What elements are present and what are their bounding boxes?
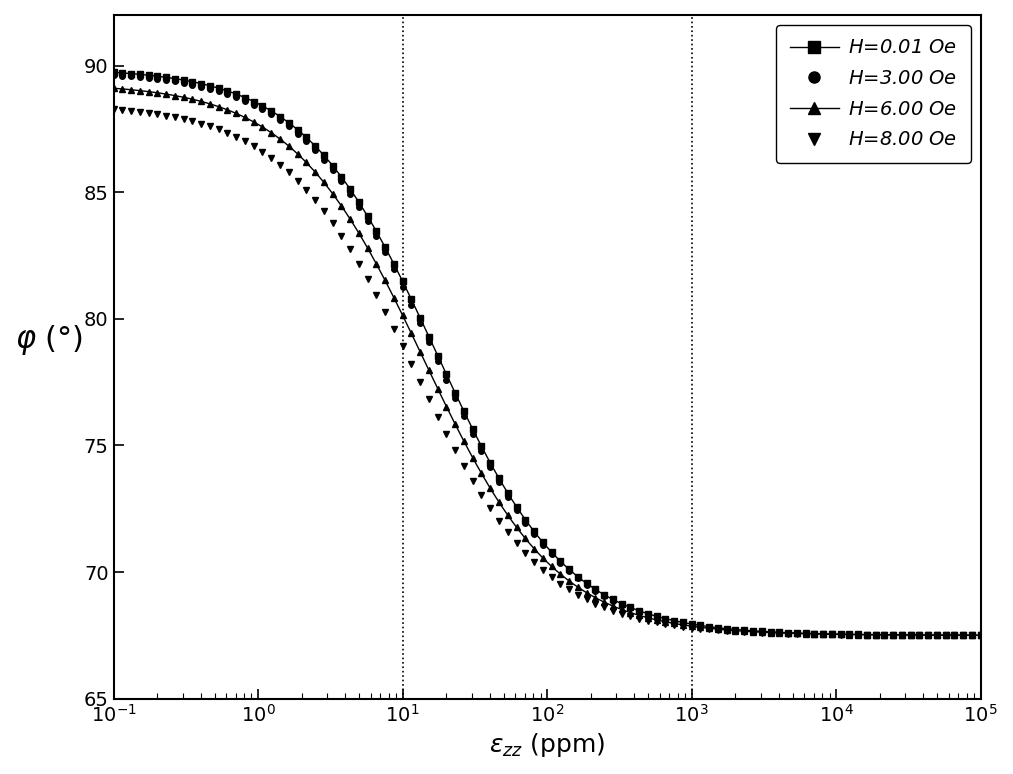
Y-axis label: $\varphi$ (°): $\varphi$ (°)	[15, 323, 83, 357]
Legend: $H$=0.01 Oe, $H$=3.00 Oe, $H$=6.00 Oe, $H$=8.00 Oe: $H$=0.01 Oe, $H$=3.00 Oe, $H$=6.00 Oe, $…	[776, 25, 971, 163]
X-axis label: $\varepsilon_{zz}$ (ppm): $\varepsilon_{zz}$ (ppm)	[489, 731, 605, 759]
